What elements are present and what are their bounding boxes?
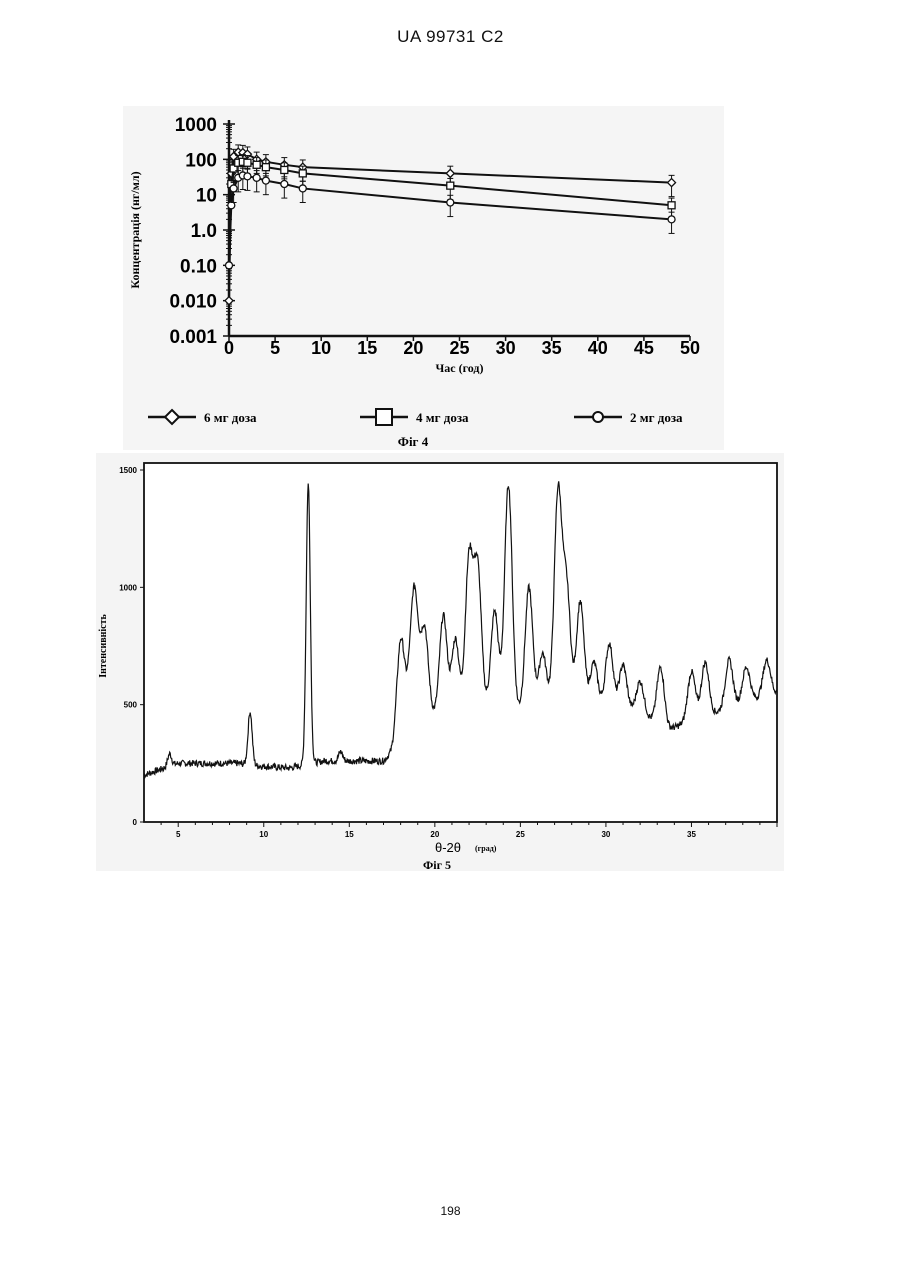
fig4-point-square <box>668 202 675 209</box>
fig4-legend-square <box>376 409 392 425</box>
fig4-point-diamond <box>446 169 454 177</box>
fig4-x-tick-label: 35 <box>542 338 562 358</box>
fig4-point-square <box>281 166 288 173</box>
fig4-x-tick-label: 25 <box>449 338 469 358</box>
fig5-x-axis-label: θ-2θ <box>435 840 461 855</box>
fig4-y-tick-label: 10 <box>196 186 217 207</box>
fig5-x-tick-label: 10 <box>259 830 268 839</box>
fig5-x-tick-label: 5 <box>176 830 181 839</box>
fig4-point-square <box>299 170 306 177</box>
fig5-x-tick-label: 25 <box>516 830 525 839</box>
fig5-plot-frame <box>144 463 777 822</box>
fig4-y-tick-label: 0.10 <box>180 256 217 277</box>
fig4-y-tick-label: 0.010 <box>169 292 217 313</box>
fig4-legend-diamond <box>165 410 179 424</box>
fig4-x-tick-label: 30 <box>496 338 516 358</box>
fig5-y-tick-label: 0 <box>133 818 138 827</box>
fig5-x-tick-label: 30 <box>601 830 610 839</box>
fig4-y-tick-label: 1.0 <box>191 221 217 242</box>
fig4-x-tick-label: 50 <box>680 338 700 358</box>
fig4-y-tick-label: 1000 <box>175 115 217 136</box>
fig5-y-tick-label: 500 <box>124 701 138 710</box>
fig5-y-tick-label: 1000 <box>119 583 137 592</box>
fig4-x-tick-label: 20 <box>403 338 423 358</box>
fig4-x-tick-label: 15 <box>357 338 377 358</box>
fig4-legend-label: 2 мг доза <box>630 410 683 425</box>
fig5-y-axis-label: Інтенсивність <box>98 614 109 678</box>
fig4-y-tick-label: 100 <box>185 150 217 171</box>
fig4-point-circle <box>244 173 251 180</box>
fig4-x-tick-label: 0 <box>224 338 234 358</box>
fig4-caption: Фіг 4 <box>398 434 429 449</box>
fig5-x-tick-label: 35 <box>687 830 696 839</box>
fig4-y-tick-label: 0.001 <box>169 327 217 348</box>
fig4-point-circle <box>262 177 269 184</box>
fig4-point-circle <box>281 181 288 188</box>
fig5-caption: Фіг 5 <box>423 858 451 872</box>
fig4-point-diamond <box>225 297 233 305</box>
fig4-y-axis-label: Концентрація (нг/мл) <box>128 171 142 288</box>
fig4-legend-label: 4 мг доза <box>416 410 469 425</box>
fig4-point-square <box>244 159 251 166</box>
fig5-x-tick-label: 15 <box>345 830 354 839</box>
fig4-point-diamond <box>668 179 676 187</box>
fig4-legend-label: 6 мг доза <box>204 410 257 425</box>
fig4-point-circle <box>226 262 233 269</box>
fig4-point-circle <box>299 185 306 192</box>
fig4-x-axis-label: Час (год) <box>436 361 484 375</box>
fig5-x-axis-unit: (град) <box>475 844 497 853</box>
fig4-x-tick-label: 5 <box>270 338 280 358</box>
fig4-x-tick-label: 45 <box>634 338 654 358</box>
fig5-x-tick-label: 20 <box>430 830 439 839</box>
page-number: 198 <box>0 1204 901 1218</box>
fig4-legend-circle <box>593 412 603 422</box>
fig4-point-square <box>262 164 269 171</box>
fig4-point-circle <box>253 174 260 181</box>
fig4-point-square <box>447 182 454 189</box>
fig4-point-circle <box>230 185 237 192</box>
fig4-point-circle <box>447 199 454 206</box>
fig4-x-tick-label: 10 <box>311 338 331 358</box>
fig4-point-square <box>253 161 260 168</box>
fig4-x-tick-label: 40 <box>588 338 608 358</box>
fig4-point-circle <box>668 216 675 223</box>
fig5-y-tick-label: 1500 <box>119 466 137 475</box>
